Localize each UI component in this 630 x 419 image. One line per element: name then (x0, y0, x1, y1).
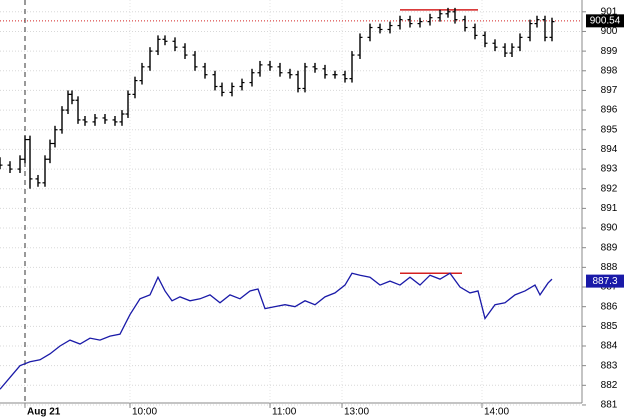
y-tick-label: 884 (601, 341, 618, 352)
y-tick-label: 885 (601, 321, 618, 332)
y-tick-label: 901 (601, 6, 618, 17)
y-tick-label: 883 (601, 360, 618, 371)
y-tick-label: 889 (601, 242, 618, 253)
price-line (0, 272, 553, 390)
y-tick-label: 897 (601, 85, 618, 96)
y-tick-label: 892 (601, 183, 618, 194)
y-tick-label: 894 (601, 144, 618, 155)
last-value-box (586, 14, 624, 28)
last-value-label: 887.3 (592, 276, 617, 287)
x-tick-label: Aug 21 (27, 407, 61, 418)
y-tick-label: 888 (601, 262, 618, 273)
y-tick-label: 891 (601, 203, 618, 214)
y-tick-label: 896 (601, 105, 618, 116)
x-tick-label: 10:00 (132, 407, 157, 418)
y-tick-label: 886 (601, 301, 618, 312)
y-tick-label: 900 (601, 26, 618, 37)
x-tick-label: 11:00 (272, 407, 297, 418)
y-tick-label: 898 (601, 65, 618, 76)
y-tick-label: 899 (601, 46, 618, 57)
x-tick-label: 13:00 (344, 407, 369, 418)
x-tick-label: 14:00 (484, 407, 509, 418)
y-tick-label: 882 (601, 380, 618, 391)
y-tick-label: 881 (601, 400, 618, 411)
last-value-label: 900.54 (590, 15, 621, 26)
y-tick-label: 893 (601, 164, 618, 175)
y-tick-label: 895 (601, 124, 618, 135)
y-tick-label: 890 (601, 223, 618, 234)
last-value-box (586, 274, 624, 288)
